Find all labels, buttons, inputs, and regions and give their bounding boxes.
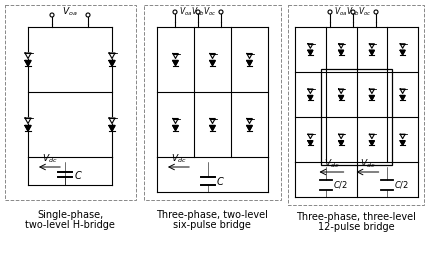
- Text: $C/2$: $C/2$: [394, 180, 409, 190]
- Circle shape: [86, 13, 90, 17]
- Text: $V_{dc}$: $V_{dc}$: [324, 157, 339, 170]
- Polygon shape: [369, 50, 375, 55]
- Polygon shape: [25, 125, 31, 131]
- Text: 12-pulse bridge: 12-pulse bridge: [318, 222, 394, 232]
- Polygon shape: [308, 89, 313, 93]
- Polygon shape: [247, 119, 252, 123]
- Polygon shape: [25, 118, 31, 123]
- Polygon shape: [210, 125, 215, 131]
- Text: two-level H-bridge: two-level H-bridge: [25, 220, 115, 230]
- Text: $V_{dc}$: $V_{dc}$: [360, 157, 375, 170]
- Text: Single-phase,: Single-phase,: [37, 210, 103, 220]
- Polygon shape: [308, 44, 313, 48]
- Text: $V_{oa}$: $V_{oa}$: [62, 5, 78, 18]
- Polygon shape: [369, 44, 375, 48]
- Polygon shape: [173, 119, 178, 123]
- Polygon shape: [247, 125, 252, 131]
- Polygon shape: [338, 50, 344, 55]
- Bar: [321, 69, 392, 165]
- Polygon shape: [338, 89, 344, 93]
- Polygon shape: [400, 89, 405, 93]
- Polygon shape: [338, 141, 344, 145]
- Text: Three-phase, two-level: Three-phase, two-level: [156, 210, 268, 220]
- Polygon shape: [338, 44, 344, 48]
- Polygon shape: [308, 141, 313, 145]
- Polygon shape: [109, 118, 115, 123]
- Circle shape: [196, 10, 200, 14]
- Polygon shape: [400, 96, 405, 100]
- Polygon shape: [173, 60, 178, 66]
- Polygon shape: [369, 89, 375, 93]
- Text: $V_{oa}V_{ob}V_{oc}$: $V_{oa}V_{ob}V_{oc}$: [179, 5, 217, 18]
- Bar: [144, 5, 281, 200]
- Polygon shape: [308, 134, 313, 139]
- Text: $V_{dc}$: $V_{dc}$: [171, 152, 186, 165]
- Polygon shape: [308, 50, 313, 55]
- Polygon shape: [400, 141, 405, 145]
- Polygon shape: [338, 134, 344, 139]
- Polygon shape: [173, 54, 178, 58]
- Polygon shape: [247, 54, 252, 58]
- Circle shape: [328, 10, 332, 14]
- Text: $C$: $C$: [217, 175, 225, 187]
- Text: $V_{oa}V_{ob}V_{oc}$: $V_{oa}V_{ob}V_{oc}$: [334, 5, 372, 18]
- Text: Three-phase, three-level: Three-phase, three-level: [296, 212, 416, 222]
- Polygon shape: [338, 96, 344, 100]
- Polygon shape: [173, 125, 178, 131]
- Text: six-pulse bridge: six-pulse bridge: [173, 220, 251, 230]
- Polygon shape: [369, 134, 375, 139]
- Polygon shape: [210, 54, 215, 58]
- Text: $V_{dc}$: $V_{dc}$: [42, 152, 57, 165]
- Circle shape: [50, 13, 54, 17]
- Polygon shape: [369, 141, 375, 145]
- Text: $C/2$: $C/2$: [333, 180, 347, 190]
- Polygon shape: [400, 134, 405, 139]
- Polygon shape: [369, 96, 375, 100]
- Circle shape: [351, 10, 355, 14]
- Circle shape: [219, 10, 223, 14]
- Polygon shape: [400, 44, 405, 48]
- Bar: [288, 5, 424, 205]
- Polygon shape: [109, 60, 115, 66]
- Polygon shape: [308, 96, 313, 100]
- Polygon shape: [247, 60, 252, 66]
- Polygon shape: [25, 53, 31, 58]
- Polygon shape: [109, 125, 115, 131]
- Polygon shape: [210, 119, 215, 123]
- Circle shape: [173, 10, 177, 14]
- Bar: [5, 5, 136, 200]
- Circle shape: [374, 10, 378, 14]
- Text: $C$: $C$: [74, 169, 83, 181]
- Polygon shape: [210, 60, 215, 66]
- Polygon shape: [109, 53, 115, 58]
- Polygon shape: [400, 50, 405, 55]
- Polygon shape: [25, 60, 31, 66]
